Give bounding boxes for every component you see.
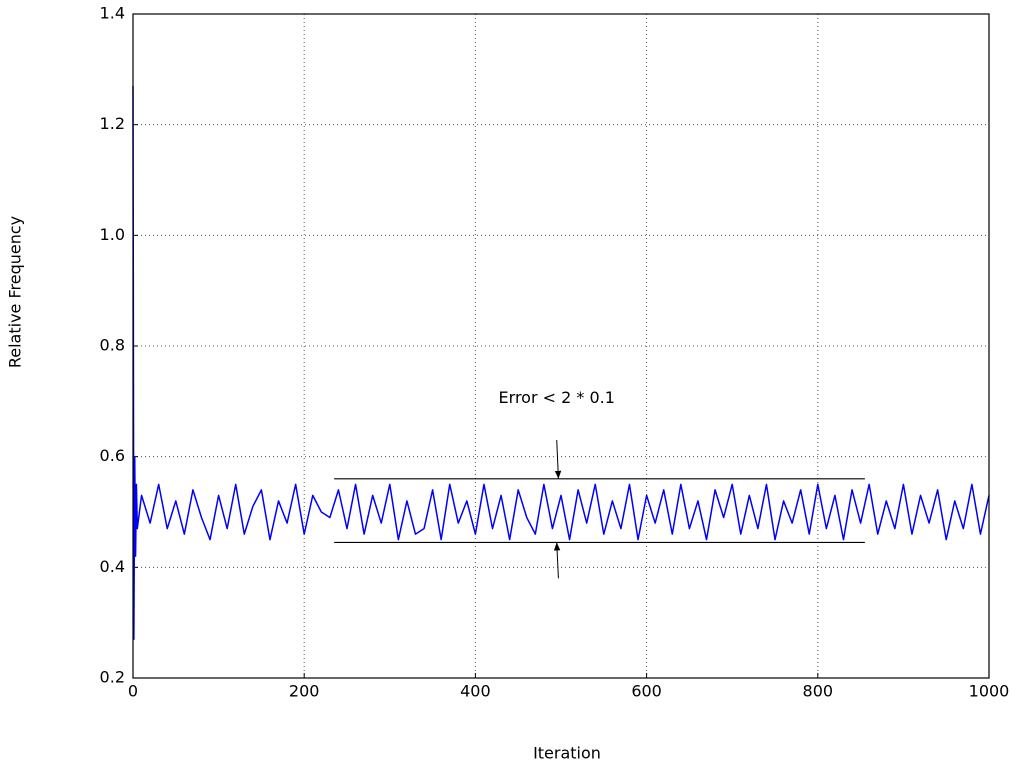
x-tick-label: 800 xyxy=(803,682,834,701)
data-line xyxy=(132,85,990,641)
y-tick-label: 1.0 xyxy=(100,225,125,244)
y-tick-label: 1.4 xyxy=(100,4,125,23)
x-axis-label: Iteration xyxy=(533,744,601,763)
x-tick-label: 600 xyxy=(631,682,662,701)
x-tick-label: 1000 xyxy=(969,682,1010,701)
x-tick-label: 0 xyxy=(128,682,138,701)
y-tick-label: 0.4 xyxy=(100,557,125,576)
y-axis-label: Relative Frequency xyxy=(6,216,25,368)
annotation: Error < 2 * 0.1 xyxy=(499,388,615,407)
x-tick-label: 400 xyxy=(460,682,491,701)
annotation-arrow xyxy=(553,542,561,579)
y-tick-label: 0.6 xyxy=(100,446,125,465)
annotation-arrow xyxy=(554,440,562,479)
y-tick-label: 1.2 xyxy=(100,114,125,133)
y-tick-label: 0.8 xyxy=(100,336,125,355)
plot-frame xyxy=(132,13,990,679)
x-tick-label: 200 xyxy=(289,682,320,701)
y-tick-label: 0.2 xyxy=(100,668,125,687)
